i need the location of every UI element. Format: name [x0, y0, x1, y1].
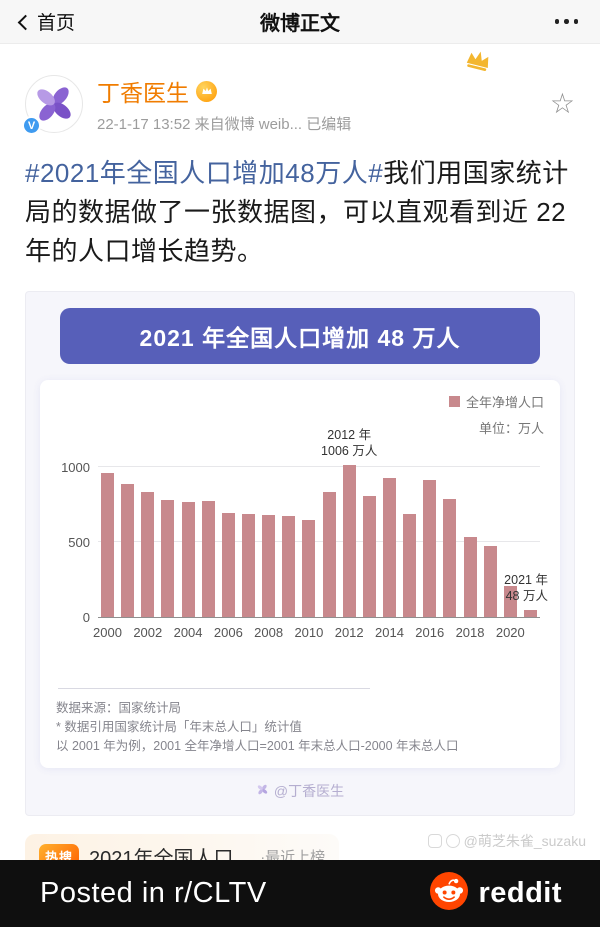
back-button[interactable]: 首页: [17, 8, 76, 35]
bar-2013: [360, 467, 379, 617]
chart-image[interactable]: 2021 年全国人口增加 48 万人 全年净增人口 单位：万人 0 500: [25, 291, 575, 816]
weibo-post: V 丁香医生 22-1-17 13:52 来自微博 weib... 已编辑 ☆ …: [0, 51, 600, 879]
xtick-2010: 2010: [294, 625, 324, 640]
favorite-star-icon[interactable]: ☆: [549, 88, 575, 119]
bar-2012: 2012 2012 年 1006 万人: [321, 428, 377, 640]
legend-label: 全年净增人口: [465, 395, 544, 410]
bar-2019: [481, 467, 500, 617]
gridline-500: [98, 541, 540, 542]
chart-footnotes: 数据来源：国家统计局 * 数据引用国家统计局「年末总人口」统计值 以 2001 …: [56, 699, 544, 756]
chart-title: 2021 年全国人口增加 48 万人: [60, 308, 540, 364]
chart-panel: 全年净增人口 单位：万人 0 500 1000 2000 2002 2004 2006…: [40, 380, 560, 768]
chart-watermark: @丁香医生: [40, 781, 560, 801]
bar-2000: 2000: [93, 467, 122, 640]
ytick-1000: 1000: [61, 460, 90, 475]
bar-2014: 2014: [375, 467, 404, 640]
xtick-2018: 2018: [455, 625, 485, 640]
xtick-2004: 2004: [173, 625, 203, 640]
footer-caption: Posted in r/CLTV: [40, 877, 267, 909]
bar-2006: 2006: [214, 467, 243, 640]
legend-item: 全年净增人口: [448, 392, 544, 411]
footnote-example: 以 2001 年为例，2001 全年净增人口=2001 年末总人口-2000 年…: [56, 739, 459, 753]
bar-2004: 2004: [174, 467, 203, 640]
xtick-2014: 2014: [375, 625, 404, 640]
reddit-wordmark: reddit: [478, 877, 562, 909]
more-menu-icon[interactable]: [553, 13, 581, 30]
bar-2002: 2002: [133, 467, 162, 640]
author-info: 丁香医生 22-1-17 13:52 来自微博 weib... 已编辑: [97, 74, 351, 134]
stamp-icon-2: [445, 834, 460, 848]
xtick-2002: 2002: [133, 625, 163, 640]
bar-2001: [118, 467, 137, 617]
top-nav: 首页 微博正文: [0, 0, 600, 44]
chart-legend: 全年净增人口 单位：万人: [56, 392, 544, 437]
footnote-method: * 数据引用国家统计局「年末总人口」统计值: [56, 720, 302, 734]
ytick-0: 0: [82, 610, 90, 625]
chart-watermark-text: @丁香医生: [273, 783, 345, 799]
back-label: 首页: [37, 13, 76, 34]
xtick-2008: 2008: [254, 625, 284, 640]
bar-2021: 2021 年 48 万人: [504, 467, 548, 617]
verified-badge-icon: V: [22, 116, 41, 135]
bar-2018: 2018: [456, 467, 484, 640]
bar-2016: 2016: [415, 467, 444, 640]
dxy-flower-logo: [25, 75, 83, 133]
xtick-2006: 2006: [213, 625, 243, 640]
bar-2008: 2008: [254, 467, 283, 640]
bar-2009: [279, 467, 298, 617]
hashtag-link[interactable]: #2021年全国人口增加48万人#: [25, 158, 384, 188]
legend-swatch: [448, 396, 460, 407]
xtick-2000: 2000: [93, 625, 122, 640]
xtick-2012: 2012: [334, 625, 364, 640]
vip-crown-icon: [462, 47, 493, 78]
xtick-2016: 2016: [415, 625, 445, 640]
bar-plot: 0 500 1000 2000 2002 2004 2006 2008 2010 2012 2…: [61, 428, 548, 640]
reddit-logo: reddit: [430, 872, 562, 915]
back-chevron-icon: [17, 14, 34, 30]
post-text: #2021年全国人口增加48万人#我们用国家统计局的数据做了一张数据图，可以直观…: [25, 154, 575, 271]
uploader-watermark: @萌芝朱雀_suzaku: [427, 831, 586, 851]
reddit-banner: Posted in r/CLTV reddit: [0, 860, 600, 927]
bar-2020: 2020: [496, 467, 525, 640]
dxy-logo-icon: [256, 783, 269, 799]
ytick-500: 500: [68, 535, 90, 550]
bar-2007: [239, 467, 258, 617]
post-meta: 22-1-17 13:52 来自微博 weib... 已编辑: [97, 116, 352, 133]
bar-2011: [320, 467, 339, 617]
annotation-2021: 2021 年 48 万人: [504, 572, 548, 603]
author-name[interactable]: 丁香医生: [97, 80, 189, 106]
divider: [58, 688, 371, 689]
footnote-source: 数据来源：国家统计局: [56, 701, 182, 715]
uploader-watermark-text: @萌芝朱雀_suzaku: [463, 833, 586, 849]
bar-2015: [400, 467, 419, 617]
avatar[interactable]: V: [22, 75, 83, 135]
page-title: 微博正文: [260, 13, 340, 35]
xtick-2020: 2020: [495, 625, 525, 640]
unit-label: 单位：万人: [478, 421, 544, 436]
bar-2010: 2010: [294, 467, 323, 640]
post-body: 我们用国家统计局的数据做了一张数据图，可以直观看到近 22 年的人口增长趋势。: [25, 158, 569, 266]
gridline-1000: [98, 466, 540, 467]
membership-badge-icon: [196, 80, 217, 102]
reddit-snoo-icon: [430, 872, 469, 915]
plot-area: 0 500 1000 2000 2002 2004 2006 2008 2010 2012 2…: [61, 428, 548, 648]
annotation-2012: 2012 年 1006 万人: [321, 428, 378, 459]
bar-2005: [199, 467, 218, 617]
author-row: V 丁香医生 22-1-17 13:52 来自微博 weib... 已编辑 ☆: [22, 51, 575, 135]
stamp-icon: [427, 834, 442, 848]
bar-2017: [440, 467, 459, 617]
bar-2003: [158, 467, 177, 617]
